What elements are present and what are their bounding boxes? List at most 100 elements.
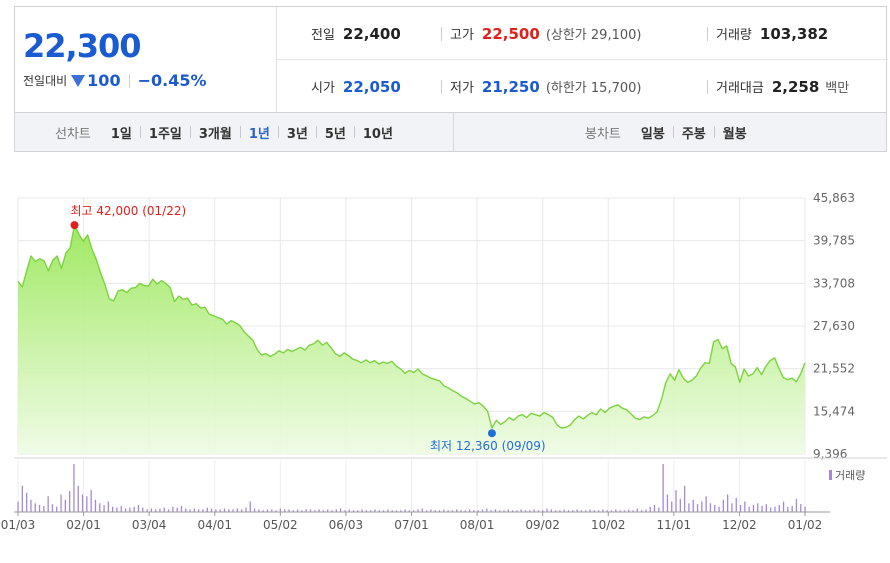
volume-bar xyxy=(159,508,161,512)
volume-bar xyxy=(464,510,466,512)
y-tick-label: 33,708 xyxy=(813,276,855,290)
volume-bar xyxy=(223,508,226,512)
x-tick-label: 02/01 xyxy=(66,518,101,532)
volume-bar xyxy=(150,508,153,512)
volume-bar xyxy=(322,510,325,512)
volume-bar xyxy=(21,485,24,512)
volume-bar xyxy=(503,510,505,512)
divider xyxy=(707,26,708,41)
volume-legend-swatch xyxy=(829,470,832,480)
toolbar-separator xyxy=(713,126,715,138)
volume-bar xyxy=(400,510,402,512)
volume-bar xyxy=(391,510,393,512)
y-tick-label: 45,863 xyxy=(813,191,855,205)
x-tick-label: 12/02 xyxy=(722,518,757,532)
volume-bar xyxy=(198,509,200,512)
volume-bar xyxy=(137,505,140,512)
volume-bar xyxy=(370,510,372,512)
stat-value: 2,258 xyxy=(771,78,820,96)
stat-sub: (상한가 29,100) xyxy=(545,28,642,43)
divider xyxy=(128,73,130,88)
toolbar-separator xyxy=(139,126,141,138)
volume-bar xyxy=(112,506,114,512)
stat-label: 전일 xyxy=(311,28,335,43)
volume-bar xyxy=(718,506,720,512)
volume-bar xyxy=(382,510,385,512)
volume-bar xyxy=(296,509,299,512)
volume-bar xyxy=(60,494,62,512)
volume-bar xyxy=(692,499,694,512)
volume-bar xyxy=(193,508,196,512)
toolbar-separator xyxy=(315,126,317,138)
volume-bar xyxy=(559,510,561,512)
candle-chart-title: 봉차트 xyxy=(585,126,621,142)
volume-bar xyxy=(451,510,454,512)
stat-value: 103,382 xyxy=(759,25,829,43)
period-tab-0[interactable]: 1일 xyxy=(110,126,132,142)
candle-tab-0[interactable]: 일봉 xyxy=(640,126,665,142)
volume-bar xyxy=(757,503,759,512)
volume-bar xyxy=(761,505,763,512)
volume-bar xyxy=(511,510,514,512)
volume-bar xyxy=(546,508,548,512)
period-tab-1[interactable]: 1주일 xyxy=(148,126,182,142)
volume-bar xyxy=(404,509,406,512)
volume-bar xyxy=(266,509,269,512)
volume-bar xyxy=(116,507,118,512)
candle-tab-1[interactable]: 주봉 xyxy=(681,126,706,142)
divider xyxy=(441,79,442,94)
volume-bar xyxy=(124,508,127,512)
volume-bar xyxy=(778,505,780,512)
volume-bar xyxy=(795,498,798,512)
stat-label: 거래대금 xyxy=(716,81,764,96)
stat-sub: 백만 xyxy=(825,81,850,96)
stat-value: 22,050 xyxy=(342,78,401,96)
volume-bar xyxy=(516,510,518,512)
y-tick-label: 9,396 xyxy=(813,447,847,461)
volume-bar xyxy=(408,510,411,512)
volume-bar xyxy=(486,508,488,512)
volume-bar xyxy=(499,510,501,512)
volume-bar xyxy=(529,510,531,512)
volume-bar xyxy=(421,508,423,512)
volume-bar xyxy=(593,510,595,512)
volume-bar xyxy=(490,510,492,512)
volume-bar xyxy=(344,510,346,512)
volume-bar xyxy=(352,510,355,512)
volume-bar xyxy=(69,491,71,512)
period-tab-6[interactable]: 10년 xyxy=(362,126,393,142)
volume-bar xyxy=(253,508,256,512)
volume-bar xyxy=(739,505,742,512)
volume-bar xyxy=(206,507,208,512)
volume-bar xyxy=(443,509,445,512)
volume-bar xyxy=(17,501,19,512)
price-area xyxy=(18,225,805,454)
volume-bar xyxy=(782,501,785,512)
stat-label: 고가 xyxy=(450,28,474,43)
x-tick-label: 03/04 xyxy=(132,518,167,532)
period-tab-3[interactable]: 1년 xyxy=(248,126,270,142)
stats-row-1: 전일 22,400 고가 22,500 (상한가 29,100) 거래량 103… xyxy=(277,7,888,60)
x-tick-label: 01/02 xyxy=(788,518,823,532)
volume-bar xyxy=(533,509,535,512)
volume-bar xyxy=(26,492,28,512)
volume-bar xyxy=(103,505,105,512)
volume-bar xyxy=(696,504,699,512)
volume-bar xyxy=(339,508,342,512)
stat-trade-value: 거래대금 2,258 백만 xyxy=(707,77,849,96)
candle-selector: 봉차트 일봉 주봉 월봉 xyxy=(585,113,755,151)
candle-tab-2[interactable]: 월봉 xyxy=(722,126,747,142)
volume-bar xyxy=(241,509,243,512)
period-tab-4[interactable]: 3년 xyxy=(286,126,308,142)
volume-bar xyxy=(245,507,247,512)
x-tick-label: 07/01 xyxy=(394,518,429,532)
volume-bar xyxy=(563,509,565,512)
volume-bar xyxy=(86,496,88,512)
period-tab-5[interactable]: 5년 xyxy=(324,126,346,142)
volume-bar xyxy=(714,505,716,512)
volume-bar xyxy=(477,510,479,512)
volume-bar xyxy=(602,509,604,512)
y-tick-label: 39,785 xyxy=(813,234,855,248)
period-tab-2[interactable]: 3개월 xyxy=(198,126,232,142)
volume-bar xyxy=(292,510,294,512)
